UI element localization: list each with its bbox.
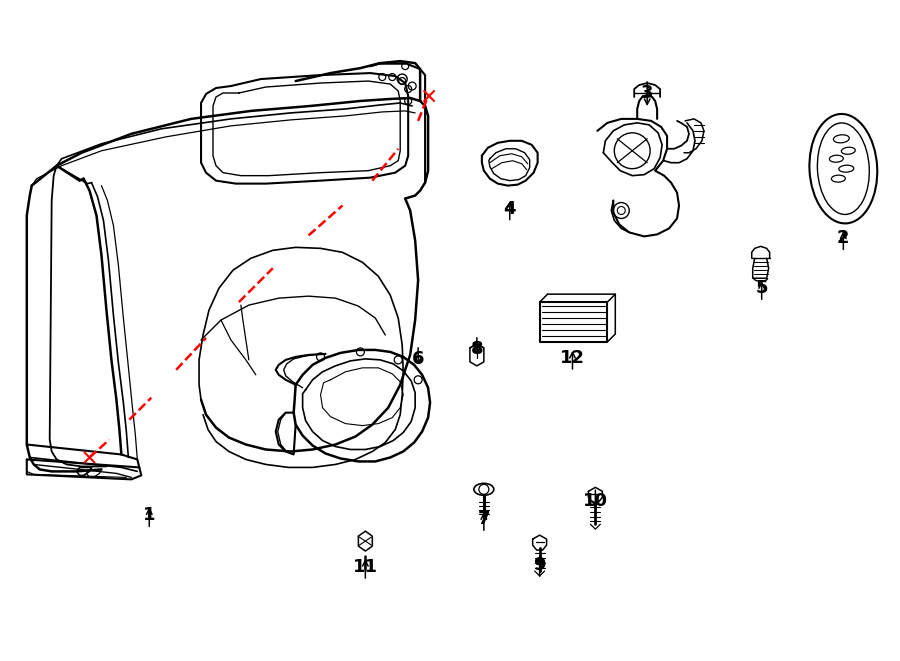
Text: 12: 12 bbox=[560, 349, 585, 367]
Text: 3: 3 bbox=[641, 84, 653, 102]
Text: 8: 8 bbox=[471, 340, 483, 358]
Text: 10: 10 bbox=[583, 492, 608, 510]
Text: 11: 11 bbox=[353, 558, 378, 576]
Text: 2: 2 bbox=[837, 229, 850, 247]
Text: 7: 7 bbox=[478, 510, 491, 528]
Text: 4: 4 bbox=[503, 200, 516, 217]
Text: 5: 5 bbox=[755, 279, 768, 297]
Text: 9: 9 bbox=[534, 556, 546, 574]
Text: 6: 6 bbox=[412, 350, 425, 368]
Text: 1: 1 bbox=[143, 506, 156, 524]
